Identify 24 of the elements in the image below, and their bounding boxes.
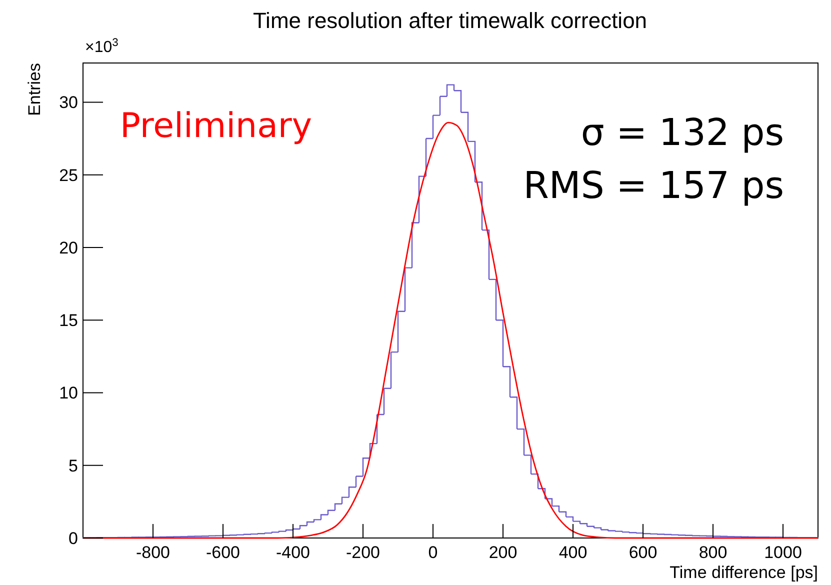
x-tick-label: 1000 <box>764 543 802 562</box>
annotation: Preliminary <box>120 106 312 146</box>
y-tick-label: 30 <box>59 93 78 112</box>
y-tick-label: 20 <box>59 238 78 258</box>
x-tick-label: 600 <box>628 543 658 562</box>
x-tick-label: -800 <box>136 543 170 562</box>
y-tick-label: 5 <box>68 456 78 476</box>
x-axis-title: Time difference [ps] <box>670 563 818 582</box>
text: ×10$^{3}$ <box>85 37 118 56</box>
x-tick-label: 0 <box>428 543 438 562</box>
y-tick-label: 15 <box>59 311 78 330</box>
y-tick-label: 25 <box>59 166 78 185</box>
x-tick-label: 200 <box>488 543 518 562</box>
annotation: σ = 132 ps <box>580 111 784 154</box>
x-tick-label: -400 <box>276 543 310 562</box>
x-tick-label: 400 <box>558 543 588 562</box>
chart-title: Time resolution after timewalk correction <box>252 8 648 33</box>
x-tick-label: -200 <box>346 543 380 562</box>
y-tick-label: 0 <box>68 529 78 548</box>
y-tick-label: 10 <box>59 384 78 403</box>
x-tick-label: -600 <box>206 543 240 562</box>
annotation: RMS = 157 ps <box>523 164 784 207</box>
x-tick-label: 800 <box>698 543 728 562</box>
y-axis-title: Entries <box>25 63 44 116</box>
